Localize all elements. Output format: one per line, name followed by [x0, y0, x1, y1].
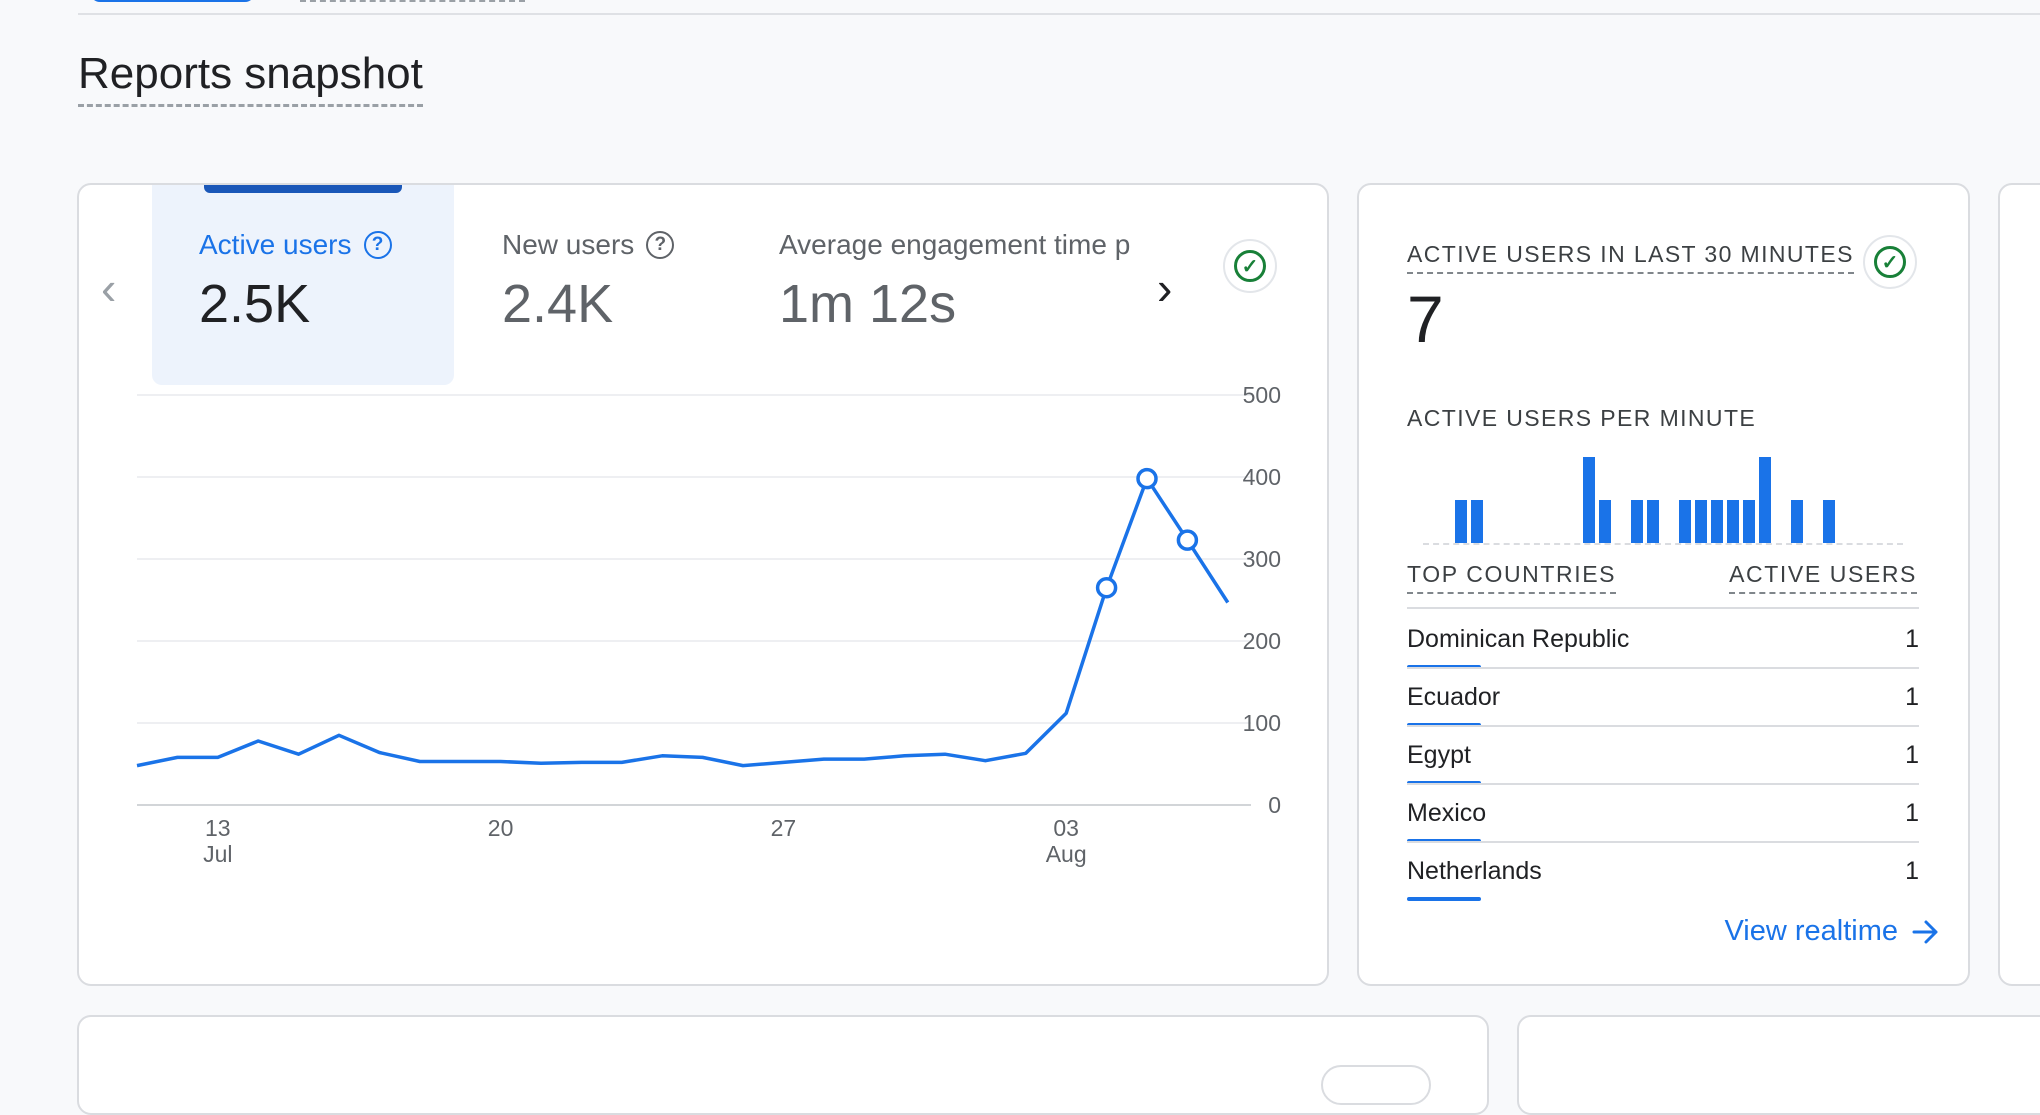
per-minute-label: ACTIVE USERS PER MINUTE	[1407, 405, 1757, 431]
series-line	[136, 476, 1230, 768]
top-dashed-underline	[300, 0, 525, 2]
country-name: Egypt	[1407, 741, 1471, 769]
y-tick-label: 0	[1268, 792, 1281, 818]
per-minute-bar[interactable]	[1647, 500, 1659, 543]
country-active-users: 1	[1905, 683, 1919, 711]
country-name: Mexico	[1407, 799, 1487, 827]
per-minute-bar[interactable]	[1583, 457, 1595, 543]
per-minute-bar[interactable]	[1679, 500, 1691, 543]
help-icon[interactable]: ?	[646, 231, 675, 259]
chevron-left-icon[interactable]: ‹	[101, 262, 117, 314]
help-icon[interactable]: ?	[363, 231, 392, 259]
top-countries-header[interactable]: TOP COUNTRIES	[1407, 561, 1617, 594]
x-tick-label: 03	[1053, 815, 1079, 841]
country-active-users: 1	[1905, 799, 1919, 827]
per-minute-bar[interactable]	[1791, 500, 1803, 543]
tab-active-users[interactable]	[152, 185, 454, 385]
x-tick-month-label: Aug	[1046, 841, 1087, 867]
realtime-card: ACTIVE USERS IN LAST 30 MINUTES ✓ 7 ACTI…	[1357, 183, 1970, 986]
sessions-card	[1517, 1015, 2040, 1115]
country-row[interactable]: Ecuador 1	[1407, 669, 1919, 727]
metric-value-new-users: 2.4K	[502, 274, 614, 334]
per-minute-bar[interactable]	[1695, 500, 1707, 543]
per-minute-bar[interactable]	[1727, 500, 1739, 543]
per-minute-bar[interactable]	[1599, 500, 1611, 543]
country-name: Dominican Republic	[1407, 625, 1630, 653]
x-tick-label: 13	[205, 815, 231, 841]
data-quality-badge[interactable]: ✓	[1223, 239, 1277, 293]
per-minute-bar[interactable]	[1759, 457, 1771, 543]
arrow-right-icon	[1912, 920, 1938, 943]
per-minute-bar[interactable]	[1471, 500, 1483, 543]
table-divider	[1407, 607, 1919, 609]
data-quality-badge[interactable]	[1321, 1065, 1431, 1105]
data-quality-badge[interactable]: ✓	[1863, 235, 1917, 289]
x-tick-label: 27	[771, 815, 797, 841]
view-realtime-link[interactable]: View realtime	[1724, 915, 1940, 948]
x-tick-label: 20	[488, 815, 514, 841]
overview-card: ‹ Active users ? 2.5K New users ? 2.4K A…	[77, 183, 1329, 986]
chevron-right-icon[interactable]: ›	[1157, 262, 1173, 314]
check-circle-icon: ✓	[1874, 246, 1906, 278]
table-row-divider	[1407, 667, 1919, 669]
top-divider	[78, 13, 2040, 15]
page-title: Reports snapshot	[78, 48, 423, 107]
x-tick-month-label: Jul	[203, 841, 232, 867]
y-tick-label: 100	[1243, 710, 1281, 736]
y-tick-label: 500	[1243, 382, 1281, 408]
per-minute-bar[interactable]	[1743, 500, 1755, 543]
per-minute-bar[interactable]	[1823, 500, 1835, 543]
data-point-marker[interactable]	[1176, 529, 1199, 551]
per-minute-bar-chart	[1423, 453, 1903, 545]
per-minute-bar[interactable]	[1631, 500, 1643, 543]
tab-label-active-users: Active users ?	[199, 229, 392, 261]
table-row-divider	[1407, 725, 1919, 727]
country-name: Netherlands	[1407, 857, 1542, 885]
country-row[interactable]: Dominican Republic 1	[1407, 611, 1919, 669]
table-row-divider	[1407, 841, 1919, 843]
metric-value-engagement-time: 1m 12s	[779, 274, 957, 334]
realtime-heading[interactable]: ACTIVE USERS IN LAST 30 MINUTES	[1407, 241, 1854, 274]
data-point-marker[interactable]	[1095, 576, 1118, 599]
country-active-users: 1	[1905, 625, 1919, 653]
top-tab-indicator	[90, 0, 255, 2]
country-name: Ecuador	[1407, 683, 1501, 711]
country-row[interactable]: Mexico 1	[1407, 785, 1919, 843]
country-active-users: 1	[1905, 741, 1919, 769]
check-circle-icon: ✓	[1234, 250, 1266, 282]
country-row[interactable]: Netherlands 1	[1407, 843, 1919, 901]
tab-selected-indicator	[204, 185, 402, 193]
metric-value-active-users: 2.5K	[199, 274, 311, 334]
next-card-partial	[1998, 183, 2040, 986]
data-point-marker[interactable]	[1136, 467, 1158, 490]
country-row[interactable]: Egypt 1	[1407, 727, 1919, 785]
y-tick-label: 400	[1243, 464, 1281, 490]
new-users-by-channel-card	[77, 1015, 1489, 1115]
tab-average-engagement-time[interactable]: Average engagement time p	[779, 229, 1131, 260]
per-minute-bar[interactable]	[1455, 500, 1467, 543]
tab-new-users[interactable]: New users ?	[502, 229, 675, 261]
active-users-header[interactable]: ACTIVE USERS	[1729, 561, 1917, 594]
y-tick-label: 300	[1243, 546, 1281, 572]
country-active-users: 1	[1905, 857, 1919, 885]
table-row-divider	[1407, 783, 1919, 785]
country-share-bar	[1407, 897, 1481, 901]
y-tick-label: 200	[1243, 628, 1281, 654]
realtime-active-users-value: 7	[1407, 282, 1444, 356]
per-minute-bar[interactable]	[1711, 500, 1723, 543]
